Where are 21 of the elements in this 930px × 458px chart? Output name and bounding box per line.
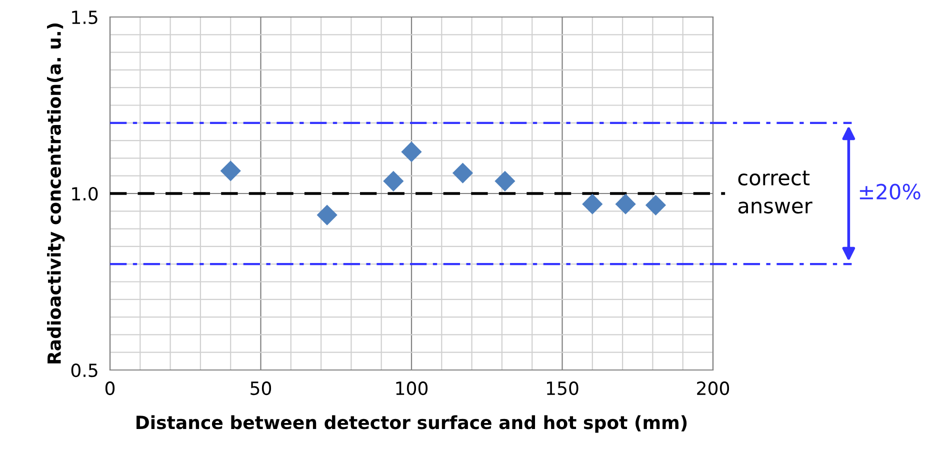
x-tick-label: 100 — [396, 381, 428, 396]
text: correct answer — [738, 170, 812, 214]
point — [383, 170, 404, 192]
y-tick-label: 1.5 — [72, 10, 98, 24]
x-tick-label: 200 — [697, 381, 730, 396]
point — [582, 194, 603, 214]
x-tick-label: 50 — [250, 381, 272, 396]
point — [220, 160, 241, 182]
y-tick-label: 1.0 — [72, 186, 98, 201]
x-tick-label: 0 — [105, 381, 115, 396]
point — [452, 162, 474, 184]
y-axis-title: Radioactivity concentration(a. u.) — [47, 24, 65, 364]
text: ±20% — [860, 184, 920, 200]
y-tick-label: 0.5 — [71, 363, 98, 378]
point — [316, 204, 338, 226]
x-axis-title: Distance between detector surface and hot spot (mm) — [136, 415, 687, 433]
point — [615, 194, 636, 214]
point — [401, 142, 422, 162]
point — [645, 194, 666, 216]
point — [494, 170, 516, 192]
x-tick-label: 150 — [547, 381, 578, 396]
